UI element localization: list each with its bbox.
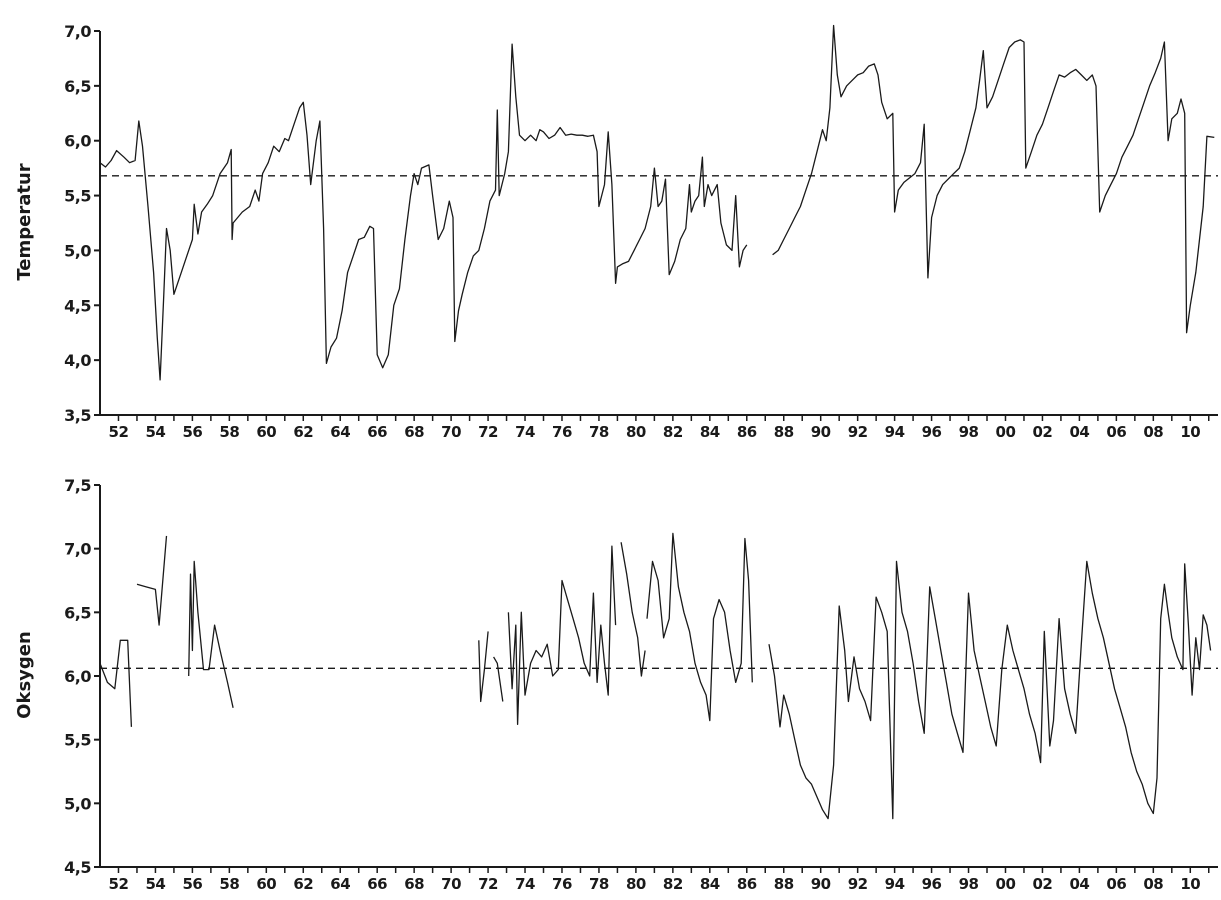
oxygen-x-tick-label: 62 (293, 875, 313, 893)
oxygen-axis-label: Oksygen (14, 631, 35, 719)
oxygen-series-line (136, 535, 168, 626)
oxygen-x-tick-label: 02 (1033, 875, 1053, 893)
oxygen-y-tick-label: 7,5 (64, 476, 91, 495)
temperature-x-tick-label: 56 (182, 423, 202, 441)
oxygen-x-tick-label: 80 (626, 875, 646, 893)
temperature-x-tick-label: 94 (885, 423, 905, 441)
temperature-x-tick-label: 10 (1180, 423, 1200, 441)
oxygen-series-line (646, 532, 753, 722)
temperature-y-tick-label: 6,0 (64, 132, 91, 151)
oxygen-series-line (99, 639, 133, 727)
oxygen-series-line (188, 560, 234, 708)
temperature-x-tick-label: 52 (109, 423, 129, 441)
temperature-x-tick-label: 70 (441, 423, 461, 441)
oxygen-x-tick-label: 58 (219, 875, 239, 893)
oxygen-x-tick-label: 60 (256, 875, 276, 893)
temperature-x-tick-label: 62 (293, 423, 313, 441)
temperature-x-tick-label: 72 (478, 423, 498, 441)
temperature-y-tick-label: 4,5 (64, 296, 91, 315)
oxygen-x-tick-label: 56 (182, 875, 202, 893)
temperature-y-tick-label: 3,5 (64, 406, 91, 425)
temperature-y-tick-label: 4,0 (64, 351, 91, 370)
temperature-x-tick-label: 78 (589, 423, 609, 441)
temperature-x-tick-label: 82 (663, 423, 683, 441)
temperature-series-line (772, 24, 1215, 334)
temperature-series-line (99, 43, 748, 381)
oxygen-y-tick-label: 6,0 (64, 667, 91, 686)
oxygen-x-tick-label: 92 (848, 875, 868, 893)
oxygen-x-tick-label: 00 (996, 875, 1016, 893)
oxygen-y-tick-label: 5,0 (64, 794, 91, 813)
temperature-x-tick-label: 06 (1106, 423, 1126, 441)
oxygen-x-tick-label: 86 (737, 875, 757, 893)
temperature-x-tick-label: 96 (922, 423, 942, 441)
temperature-x-tick-label: 92 (848, 423, 868, 441)
temperature-x-tick-label: 08 (1143, 423, 1163, 441)
oxygen-x-tick-label: 78 (589, 875, 609, 893)
temperature-y-tick-label: 5,5 (64, 187, 91, 206)
temperature-panel: Temperatur 3,5 4,0 4,5 5,0 5,5 6,0 6,5 7,0 52 54 5… (14, 22, 1218, 441)
temperature-x-tick-label: 74 (515, 423, 535, 441)
temperature-x-tick-label: 02 (1033, 423, 1053, 441)
oxygen-x-tick-label: 76 (552, 875, 572, 893)
oxygen-x-tick-label: 66 (367, 875, 387, 893)
oxygen-x-tick-label: 52 (109, 875, 129, 893)
oxygen-series-line (493, 656, 504, 702)
temperature-x-tick-label: 60 (256, 423, 276, 441)
oxygen-x-tick-label: 98 (959, 875, 979, 893)
temperature-x-tick-label: 84 (700, 423, 720, 441)
oxygen-y-tick-label: 5,5 (64, 731, 91, 750)
temperature-x-tick-label: 80 (626, 423, 646, 441)
temperature-x-tick-label: 00 (996, 423, 1016, 441)
oxygen-x-tick-label: 88 (774, 875, 794, 893)
oxygen-y-tick-label: 7,0 (64, 540, 91, 559)
temperature-x-tick-label: 76 (552, 423, 572, 441)
oxygen-x-tick-label: 10 (1180, 875, 1200, 893)
temperature-x-tick-label: 90 (811, 423, 831, 441)
oxygen-x-tick-label: 70 (441, 875, 461, 893)
temperature-x-tick-label: 54 (146, 423, 166, 441)
temperature-x-tick-label: 98 (959, 423, 979, 441)
oxygen-x-tick-label: 64 (330, 875, 350, 893)
temperature-x-tick-label: 64 (330, 423, 350, 441)
oxygen-x-tick-label: 06 (1106, 875, 1126, 893)
temperature-y-tick-label: 5,0 (64, 241, 91, 260)
temperature-x-tick-label: 66 (367, 423, 387, 441)
oxygen-x-tick-label: 84 (700, 875, 720, 893)
oxygen-series-line (507, 545, 617, 726)
oxygen-x-tick-label: 82 (663, 875, 683, 893)
oxygen-panel: Oksygen 4,5 5,0 5,5 6,0 6,5 7,0 7,5 52 54 56 58 60 6… (14, 476, 1218, 893)
temperature-axis-label: Temperatur (14, 163, 35, 280)
temperature-x-tick-label: 68 (404, 423, 424, 441)
temperature-y-tick-label: 6,5 (64, 77, 91, 96)
oxygen-x-tick-label: 94 (885, 875, 905, 893)
oxygen-x-tick-label: 68 (404, 875, 424, 893)
oxygen-series-line (620, 542, 646, 677)
oxygen-y-tick-label: 6,5 (64, 603, 91, 622)
oxygen-series-line (478, 631, 489, 703)
oxygen-series-line (768, 560, 1212, 820)
oxygen-x-tick-label: 04 (1069, 875, 1089, 893)
oxygen-y-tick-label: 4,5 (64, 858, 91, 877)
oxygen-x-tick-label: 08 (1143, 875, 1163, 893)
oxygen-x-tick-label: 54 (146, 875, 166, 893)
oxygen-x-tick-label: 96 (922, 875, 942, 893)
oxygen-x-tick-label: 74 (515, 875, 535, 893)
oxygen-x-tick-label: 72 (478, 875, 498, 893)
temperature-x-tick-label: 04 (1069, 423, 1089, 441)
temperature-y-tick-label: 7,0 (64, 22, 91, 41)
temperature-x-tick-label: 58 (219, 423, 239, 441)
oxygen-x-tick-label: 90 (811, 875, 831, 893)
temperature-x-tick-label: 86 (737, 423, 757, 441)
temperature-x-tick-label: 88 (774, 423, 794, 441)
